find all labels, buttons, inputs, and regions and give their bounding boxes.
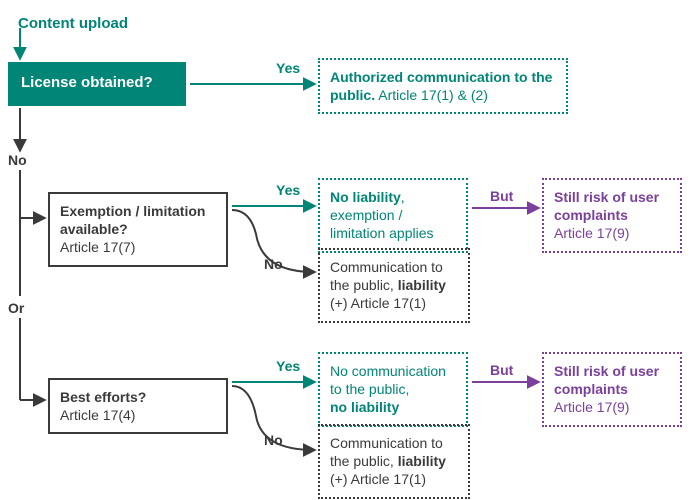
node-license: License obtained?	[8, 62, 186, 106]
label-but2: But	[490, 362, 513, 378]
node-exemption: Exemption / limitation available?Article…	[48, 192, 228, 267]
label-no1: No	[8, 152, 27, 168]
label-yes2: Yes	[276, 182, 300, 198]
label-no3: No	[264, 432, 283, 448]
node-no_liability_1: No liability,exemption / limitation appl…	[318, 178, 468, 253]
node-content_upload: Content upload	[8, 6, 148, 42]
node-best_efforts: Best efforts?Article 17(4)	[48, 378, 228, 434]
node-complaints_1: Still risk of user complaintsArticle 17(…	[542, 178, 682, 253]
node-liability_2: Communication to the public, liability (…	[318, 424, 470, 499]
label-or: Or	[8, 300, 24, 316]
node-liability_1: Communication to the public, liability (…	[318, 248, 470, 323]
label-yes1: Yes	[276, 60, 300, 76]
node-no_liability_2: No communication to the public,no liabil…	[318, 352, 468, 427]
node-authorized: Authorized communication to the public. …	[318, 58, 568, 114]
label-but1: But	[490, 188, 513, 204]
label-yes3: Yes	[276, 358, 300, 374]
label-no2: No	[264, 256, 283, 272]
node-complaints_2: Still risk of user complaintsArticle 17(…	[542, 352, 682, 427]
